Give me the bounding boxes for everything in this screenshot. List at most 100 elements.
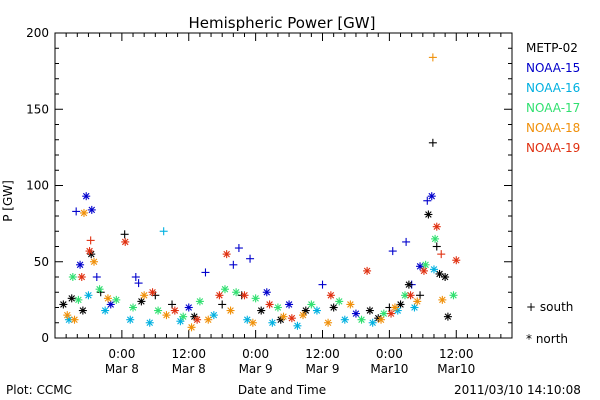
data-point (101, 306, 110, 315)
data-point (159, 227, 168, 236)
data-point (326, 291, 335, 300)
data-point (365, 306, 374, 315)
data-point (432, 242, 441, 251)
x-tick-date-label: Mar 9 (305, 362, 339, 376)
data-point (273, 303, 282, 312)
legend-entry: NOAA-19 (526, 141, 580, 155)
marker-key: + south * north (526, 300, 573, 346)
data-point (90, 257, 99, 266)
data-point (301, 306, 310, 315)
data-point (215, 291, 224, 300)
data-point (63, 311, 72, 320)
data-point (103, 294, 112, 303)
data-point (85, 247, 94, 256)
x-tick-time-label: 12:00 (305, 347, 340, 361)
data-point (112, 295, 121, 304)
data-point (428, 138, 437, 147)
data-point (279, 312, 288, 321)
x-tick-time-label: 0:00 (108, 347, 135, 361)
data-point (248, 318, 257, 327)
legend-entry: NOAA-16 (526, 81, 580, 95)
data-point (70, 315, 79, 324)
x-tick-time-label: 0:00 (376, 347, 403, 361)
data-point (402, 237, 411, 246)
data-point (251, 294, 260, 303)
data-point (209, 311, 218, 320)
data-point (438, 295, 447, 304)
data-point (168, 300, 177, 309)
data-point (170, 306, 179, 315)
data-point (335, 297, 344, 306)
legend: METP-02 NOAA-15 NOAA-16 NOAA-17 NOAA-18 NOAA-… (526, 41, 580, 155)
data-point (432, 222, 441, 231)
data-point (140, 291, 149, 300)
data-point (76, 260, 85, 269)
data-point (318, 280, 327, 289)
data-point (240, 291, 249, 300)
data-point (87, 205, 96, 214)
data-point (134, 279, 143, 288)
data-point (220, 285, 229, 294)
data-point (162, 311, 171, 320)
data-point (82, 192, 91, 201)
y-tick-label: 150 (26, 102, 49, 116)
data-point (299, 311, 308, 320)
data-point (340, 315, 349, 324)
plot-credit: Plot: CCMC (6, 383, 72, 397)
data-point (234, 244, 243, 253)
data-point (443, 312, 452, 321)
data-point (148, 288, 157, 297)
data-point (449, 291, 458, 300)
legend-entry: NOAA-17 (526, 101, 580, 115)
data-point (404, 280, 413, 289)
data-point (77, 273, 86, 281)
chart-title: Hemispheric Power [GW] (189, 14, 376, 32)
data-point (429, 265, 438, 274)
data-point (68, 273, 77, 281)
data-point (363, 266, 372, 275)
data-point (421, 260, 430, 269)
data-point (377, 315, 386, 324)
data-point (120, 230, 129, 239)
data-point (137, 297, 146, 306)
data-point (285, 300, 294, 309)
data-point (95, 285, 104, 294)
data-point (176, 317, 185, 326)
data-point (129, 303, 138, 312)
data-point (246, 254, 255, 263)
x-tick-time-label: 0:00 (242, 347, 269, 361)
data-point (187, 323, 196, 332)
data-point (126, 315, 135, 324)
marker-key-entry: * north (526, 332, 568, 346)
data-point (218, 300, 227, 309)
data-point (428, 53, 437, 62)
data-point (257, 306, 266, 315)
data-point (293, 321, 302, 330)
legend-entry: NOAA-18 (526, 121, 580, 135)
y-tick-label: 50 (34, 255, 49, 269)
data-point (201, 268, 210, 277)
data-point (437, 250, 446, 259)
y-tick-label: 0 (41, 331, 49, 345)
data-point (346, 300, 355, 309)
legend-entry: NOAA-15 (526, 61, 580, 75)
data-point (387, 309, 396, 318)
data-point (121, 237, 130, 246)
x-tick-date-label: Mar 8 (105, 362, 139, 376)
data-point (423, 196, 432, 205)
data-point (388, 247, 397, 256)
data-point (131, 273, 140, 281)
data-point (78, 306, 87, 315)
y-axis-label: P [GW] (1, 180, 15, 222)
data-point (195, 297, 204, 306)
data-point (222, 250, 231, 259)
data-point (419, 266, 428, 275)
data-point (435, 269, 444, 278)
y-tick-label: 200 (26, 26, 49, 40)
y-axis-ticks: 0 50 100 150 200 (26, 26, 512, 345)
data-point (145, 318, 154, 327)
data-point (379, 309, 388, 318)
x-tick-time-label: 12:00 (439, 347, 474, 361)
